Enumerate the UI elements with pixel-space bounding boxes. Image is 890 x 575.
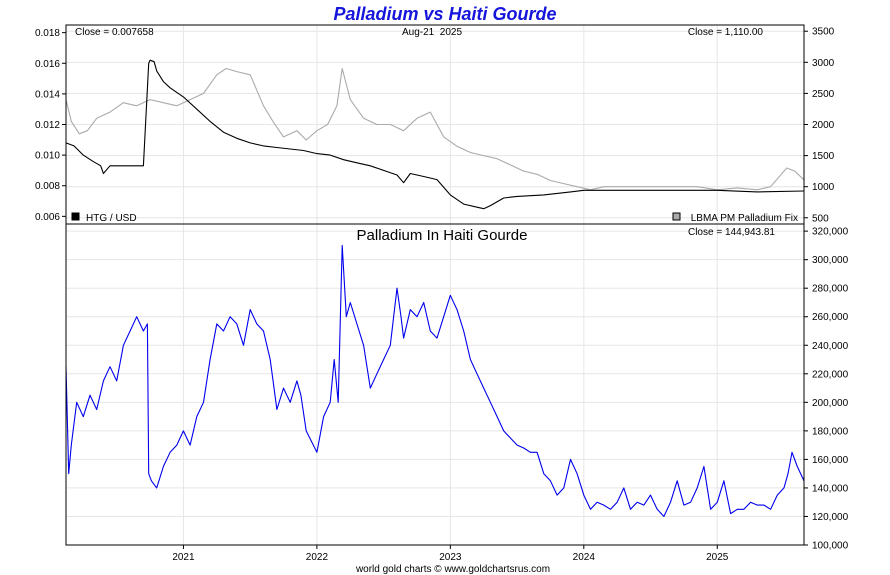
top-left-tick-label: 0.018	[35, 28, 60, 39]
top-right-tick-label: 3000	[812, 58, 835, 69]
x-tick-label: 2025	[706, 552, 729, 563]
bottom-right-tick-label: 180,000	[812, 426, 849, 437]
htg-usd-line	[65, 59, 805, 210]
bottom-right-axis-ticks: 100,000 120,000 140,000 160,000 180,000 200,0…	[804, 227, 849, 552]
chart-title: Palladium vs Haiti Gourde	[333, 4, 556, 24]
top-right-tick-label: 500	[812, 213, 829, 224]
footer-credit: world gold charts © www.goldchartsrus.co…	[355, 564, 550, 575]
bottom-right-tick-label: 140,000	[812, 483, 849, 494]
top-left-tick-label: 0.016	[35, 59, 60, 70]
bottom-right-tick-label: 160,000	[812, 455, 849, 466]
htg-usd-series	[65, 59, 805, 210]
top-date-label: Aug-21 2025	[402, 27, 462, 38]
legend-pd-swatch	[672, 212, 681, 221]
top-right-close-label: Close = 1,110.00	[688, 27, 764, 38]
x-tick-label: 2024	[573, 552, 596, 563]
palladium-usd-series	[65, 67, 805, 191]
bottom-right-tick-label: 280,000	[812, 284, 849, 295]
bottom-close-label: Close = 144,943.81	[688, 227, 775, 238]
palladium-htg-line	[65, 244, 805, 518]
x-axis-ticks: 2021 2022 2023 2024 2025	[172, 545, 729, 563]
legend-htg-swatch	[71, 212, 80, 221]
bottom-right-tick-label: 240,000	[812, 341, 849, 352]
top-left-tick-label: 0.006	[35, 212, 60, 223]
top-right-tick-label: 2000	[812, 120, 835, 131]
bottom-right-tick-label: 200,000	[812, 398, 849, 409]
top-left-tick-label: 0.014	[35, 89, 60, 100]
x-tick-label: 2023	[439, 552, 462, 563]
bottom-right-tick-label: 100,000	[812, 541, 849, 552]
top-right-tick-label: 3500	[812, 27, 835, 38]
top-left-tick-label: 0.010	[35, 151, 60, 162]
top-panel-grid	[66, 25, 804, 224]
top-left-tick-label: 0.008	[35, 181, 60, 192]
bottom-right-tick-label: 120,000	[812, 512, 849, 523]
legend-htg-label: HTG / USD	[86, 213, 137, 224]
bottom-right-tick-label: 300,000	[812, 255, 849, 266]
legend-pd-label: LBMA PM Palladium Fix	[691, 213, 798, 224]
palladium-usd-line	[65, 67, 805, 191]
x-tick-label: 2022	[306, 552, 329, 563]
top-right-tick-label: 2500	[812, 89, 835, 100]
top-left-tick-label: 0.012	[35, 120, 60, 131]
bottom-right-tick-label: 220,000	[812, 369, 849, 380]
bottom-right-tick-label: 260,000	[812, 312, 849, 323]
top-left-close-label: Close = 0.007658	[75, 27, 154, 38]
top-left-axis-ticks: 0.006 0.008 0.010 0.012 0.014 0.016 0.018	[35, 28, 66, 223]
top-right-tick-label: 1000	[812, 182, 835, 193]
palladium-htg-series	[65, 244, 805, 518]
x-tick-label: 2021	[172, 552, 195, 563]
bottom-panel-frame	[65, 223, 805, 546]
bottom-right-tick-label: 320,000	[812, 227, 849, 238]
top-right-tick-label: 1500	[812, 151, 835, 162]
top-right-axis-ticks: 500 1000 1500 2000 2500 3000 3500	[804, 27, 835, 224]
bottom-panel-title: Palladium In Haiti Gourde	[357, 227, 528, 244]
